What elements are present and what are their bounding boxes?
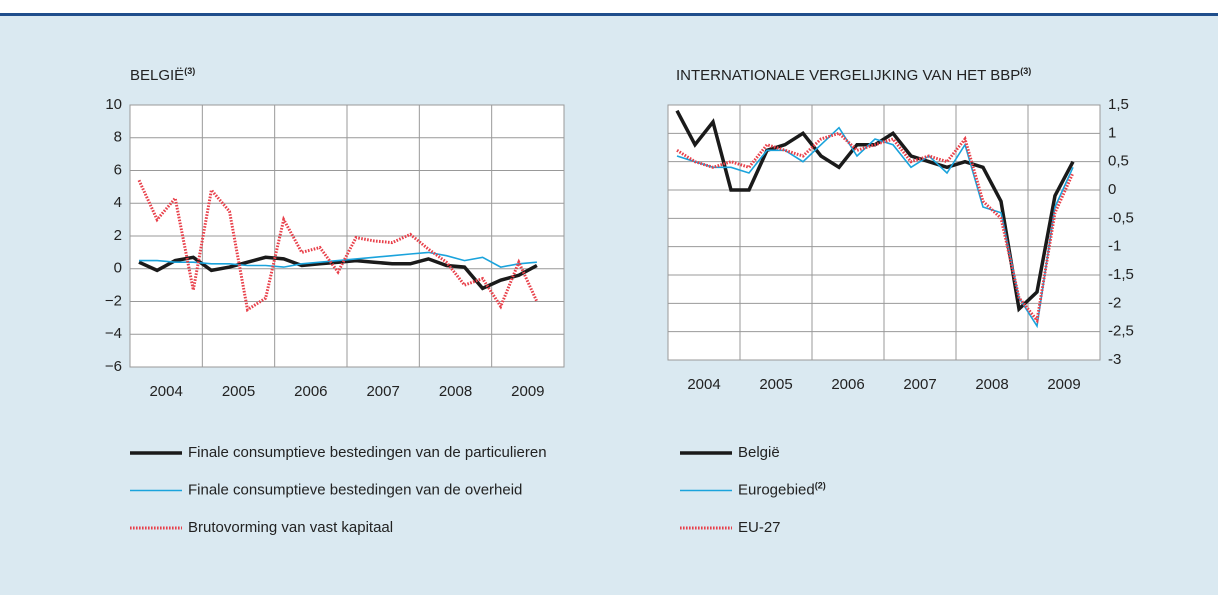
x-tick-label: 2007 (366, 383, 399, 400)
y-tick-label: -3 (1108, 351, 1121, 368)
x-tick-label: 2007 (903, 376, 936, 393)
legend-label: België (738, 444, 780, 461)
x-tick-label: 2004 (149, 383, 182, 400)
text: België (738, 444, 780, 461)
y-tick-label: −2 (105, 292, 122, 309)
y-tick-label: 1 (1108, 124, 1116, 141)
text: INTERNATIONALE VERGELIJKING VAN HET BBP (676, 67, 1020, 84)
chart-title: INTERNATIONALE VERGELIJKING VAN HET BBP(… (676, 66, 1031, 84)
text: Brutovorming van vast kapitaal (188, 519, 393, 536)
x-tick-label: 2006 (294, 383, 327, 400)
text: Finale consumptieve bestedingen van de o… (188, 481, 522, 498)
y-tick-label: 0,5 (1108, 153, 1129, 170)
y-tick-label: -1 (1108, 238, 1121, 255)
text: BELGIË (130, 67, 184, 84)
y-tick-label: -2,5 (1108, 323, 1134, 340)
superscript: (2) (815, 481, 826, 491)
series-line (138, 255, 538, 291)
text: EU-27 (738, 519, 781, 536)
superscript: (3) (184, 66, 195, 76)
legend-label: Eurogebied(2) (738, 481, 826, 499)
legend-label: Brutovorming van vast kapitaal (188, 519, 393, 536)
x-tick-label: 2006 (831, 376, 864, 393)
y-tick-label: 2 (114, 227, 122, 244)
chart-title: BELGIË(3) (130, 66, 195, 84)
x-tick-label: 2005 (222, 383, 255, 400)
text: Eurogebied (738, 481, 815, 498)
x-tick-label: 2008 (439, 383, 472, 400)
legend-label: EU-27 (738, 519, 781, 536)
y-tick-label: 0 (1108, 181, 1116, 198)
text: Finale consumptieve bestedingen van de p… (188, 444, 547, 461)
y-tick-label: −4 (105, 325, 122, 342)
series-line (137, 179, 539, 313)
y-tick-label: 6 (114, 161, 122, 178)
y-tick-label: 10 (105, 96, 122, 113)
y-tick-label: -0,5 (1108, 209, 1134, 226)
y-tick-label: 4 (114, 194, 122, 211)
series-line (139, 251, 537, 268)
x-tick-label: 2009 (1047, 376, 1080, 393)
y-tick-label: −6 (105, 358, 122, 375)
y-tick-label: 8 (114, 129, 122, 146)
y-tick-label: 1,5 (1108, 96, 1129, 113)
x-tick-label: 2009 (511, 383, 544, 400)
x-tick-label: 2004 (687, 376, 720, 393)
superscript: (3) (1020, 66, 1031, 76)
x-tick-label: 2008 (975, 376, 1008, 393)
y-tick-label: -1,5 (1108, 266, 1134, 283)
y-tick-label: -2 (1108, 294, 1121, 311)
legend-label: Finale consumptieve bestedingen van de p… (188, 444, 547, 461)
series-line (676, 131, 1075, 324)
legend-label: Finale consumptieve bestedingen van de o… (188, 481, 522, 498)
x-tick-label: 2005 (759, 376, 792, 393)
y-tick-label: 0 (114, 260, 122, 277)
top-rule (0, 13, 1218, 16)
